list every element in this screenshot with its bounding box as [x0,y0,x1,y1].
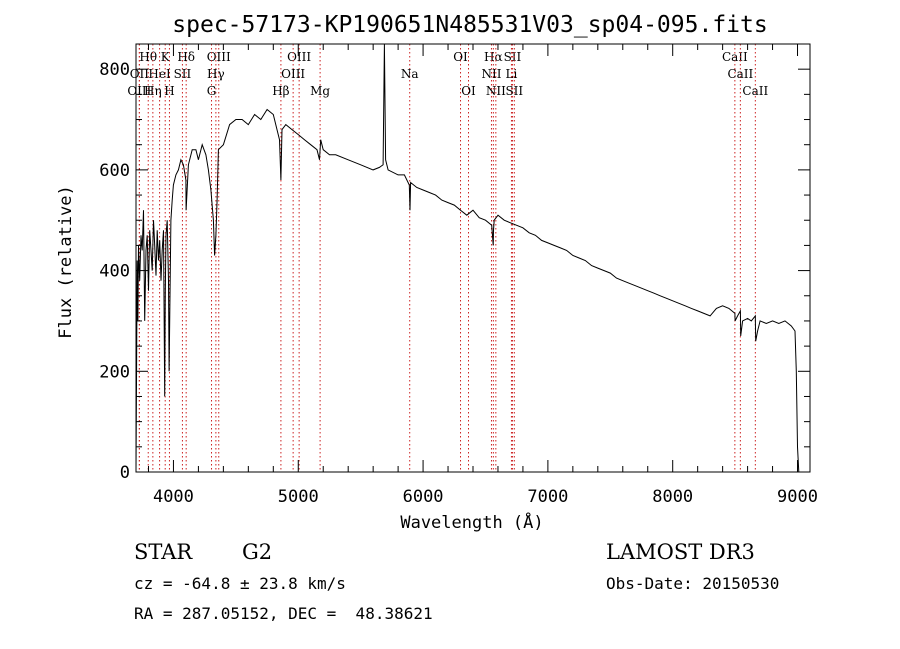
spectral-line-label: CaII [727,67,753,81]
x-tick-label: 7000 [527,487,568,507]
object-subclass: G2 [242,540,273,564]
spectral-line-label: Hθ [139,50,157,64]
y-tick-label: 0 [120,463,130,483]
spectral-line-label: Hβ [272,84,289,98]
coordinates: RA = 287.05152, DEC = 48.38621 [134,604,433,623]
spectral-line-label: G [207,84,217,98]
x-tick-label: 6000 [403,487,444,507]
obs-date: Obs-Date: 20150530 [606,574,780,593]
spectral-line-label: OIII [207,50,231,64]
spectral-line-label: H [164,84,174,98]
spectral-line-label: CaII [742,84,768,98]
x-axis-label: Wavelength (Å) [400,511,543,533]
plot-frame [135,43,811,473]
x-tick-label: 9000 [777,487,818,507]
spectral-line-label: Na [401,67,419,81]
spectral-line-label: Hη [144,84,162,98]
y-tick-label: 600 [99,161,130,181]
spectral-line-label: Mg [310,84,330,98]
spectral-line-label: K [161,50,171,64]
chart-title: spec-57173-KP190651N485531V03_sp04-095.f… [172,12,767,38]
survey-label: LAMOST DR3 [606,540,755,564]
spectral-line-label: SII [174,67,192,81]
x-tick-label: 4000 [153,487,194,507]
y-axis-label: Flux (relative) [56,185,76,339]
y-tick-label: 400 [99,262,130,282]
spectral-line-label: Hγ [207,67,225,81]
spectral-line-label: OIII [287,50,311,64]
spectral-line-label: HeI [148,67,171,81]
x-tick-label: 8000 [652,487,693,507]
spectral-line-label: SII [505,84,523,98]
spectrum-series-line [135,43,800,473]
y-tick-label: 200 [99,362,130,382]
spectral-line-label: NII [486,84,506,98]
spectral-line-label: Hα [484,50,503,64]
redshift-cz: cz = -64.8 ± 23.8 km/s [134,574,346,593]
spectral-line-label: OI [453,50,468,64]
y-tick-label: 800 [99,60,130,80]
spectral-line-label: Li [506,67,518,81]
spectral-line-label: Hδ [177,50,195,64]
spectral-line-label: CaII [722,50,748,64]
axes-layer: 4000 5000 6000 7000 8000 9000 0 200 400 600 800 [99,43,818,507]
spectral-line-label: OIII [281,67,305,81]
spectral-line-label: OII [130,67,150,81]
object-class: STAR [134,540,193,564]
spectral-line-label: SII [504,50,522,64]
spectral-line-label: OIII [127,84,151,98]
x-tick-label: 5000 [278,487,319,507]
spectral-line-label: OI [461,84,476,98]
spectral-line-label: NII [481,67,501,81]
